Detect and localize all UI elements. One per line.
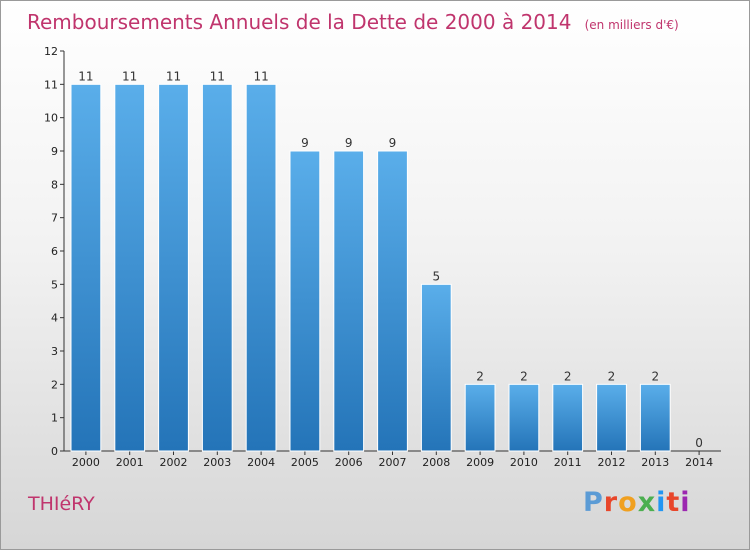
bar-value-label: 9 xyxy=(389,136,397,150)
bar xyxy=(114,83,146,452)
bar xyxy=(639,383,671,452)
y-tick-label: 8 xyxy=(51,178,58,191)
bar-value-label: 11 xyxy=(122,69,137,83)
x-tick-label: 2007 xyxy=(379,456,407,469)
chart-title-main: Remboursements Annuels de la Dette de 20… xyxy=(27,10,571,34)
bar-value-label: 2 xyxy=(476,369,484,383)
logo-letter: P xyxy=(583,487,604,518)
bar xyxy=(245,83,277,452)
bar xyxy=(70,83,102,452)
x-tick-label: 2012 xyxy=(598,456,626,469)
logo-letter: i xyxy=(680,487,691,518)
bar xyxy=(158,83,189,452)
y-tick-label: 1 xyxy=(51,412,58,425)
y-tick-label: 12 xyxy=(44,45,58,58)
x-tick-label: 2003 xyxy=(203,456,231,469)
x-tick-label: 2006 xyxy=(335,456,363,469)
logo-letter: r xyxy=(603,487,619,518)
y-tick-label: 9 xyxy=(51,145,58,158)
bar-value-label: 2 xyxy=(564,369,572,383)
bar xyxy=(201,83,233,452)
y-tick-label: 2 xyxy=(51,378,58,391)
x-tick-label: 2010 xyxy=(510,456,538,469)
y-tick-label: 10 xyxy=(44,112,58,125)
commune-name: THIéRY xyxy=(28,493,95,515)
y-tick-label: 5 xyxy=(51,278,58,291)
bar-value-label: 0 xyxy=(695,436,703,450)
x-tick-label: 2000 xyxy=(72,456,100,469)
bar-value-label: 2 xyxy=(520,369,528,383)
y-tick-label: 7 xyxy=(51,212,58,225)
bar-value-label: 11 xyxy=(166,69,181,83)
x-tick-label: 2002 xyxy=(160,456,188,469)
bar xyxy=(289,150,321,452)
bar-value-label: 11 xyxy=(253,69,268,83)
bar xyxy=(596,383,627,452)
chart-title-unit: (en milliers d'€) xyxy=(585,18,679,32)
logo-letter: i xyxy=(656,487,667,518)
chart-bars xyxy=(70,83,671,452)
proxiti-logo: Proxiti xyxy=(583,487,691,518)
x-tick-label: 2011 xyxy=(554,456,582,469)
bar-value-label: 11 xyxy=(78,69,93,83)
x-tick-label: 2013 xyxy=(641,456,669,469)
logo-letter: x xyxy=(637,487,657,518)
bar-value-label: 11 xyxy=(210,69,225,83)
y-tick-label: 4 xyxy=(51,312,58,325)
logo-letter: o xyxy=(618,487,638,518)
bar-value-label: 2 xyxy=(608,369,616,383)
x-tick-label: 2009 xyxy=(466,456,494,469)
x-tick-label: 2014 xyxy=(685,456,713,469)
bar-value-label: 9 xyxy=(345,136,353,150)
bar xyxy=(377,150,408,452)
x-tick-label: 2001 xyxy=(116,456,144,469)
bar xyxy=(552,383,584,452)
chart-data-labels: 11 11 11 11 11 9 9 9 5 2 2 2 2 2 0 xyxy=(78,69,703,450)
y-tick-label: 3 xyxy=(51,345,58,358)
bar xyxy=(464,383,496,452)
chart-title: Remboursements Annuels de la Dette de 20… xyxy=(27,10,679,34)
x-tick-label: 2008 xyxy=(422,456,450,469)
bar xyxy=(420,283,452,452)
bar-value-label: 9 xyxy=(301,136,309,150)
bar-value-label: 5 xyxy=(432,269,440,283)
y-tick-label: 0 xyxy=(51,445,58,458)
bar-value-label: 2 xyxy=(651,369,659,383)
logo-letter: t xyxy=(666,487,681,518)
x-tick-label: 2005 xyxy=(291,456,319,469)
x-tick-label: 2004 xyxy=(247,456,275,469)
y-tick-label: 6 xyxy=(51,245,58,258)
bar xyxy=(508,383,540,452)
y-tick-label: 11 xyxy=(44,78,58,91)
bar xyxy=(333,150,365,452)
